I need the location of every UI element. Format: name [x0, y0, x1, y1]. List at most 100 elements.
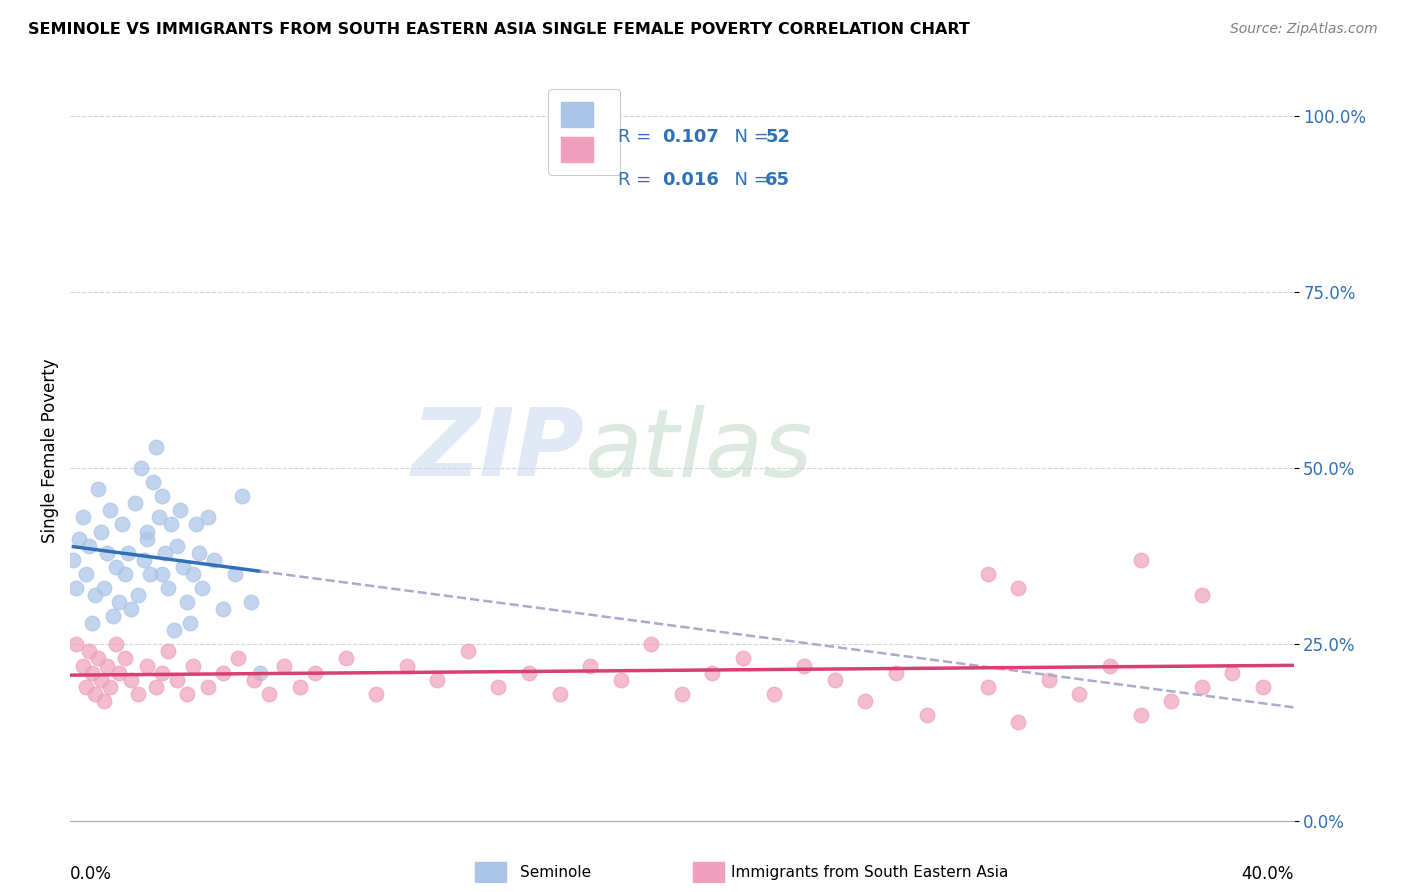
Y-axis label: Single Female Poverty: Single Female Poverty — [41, 359, 59, 542]
Point — [80, 665, 103, 680]
Point — [191, 581, 214, 595]
Text: 0.016: 0.016 — [662, 171, 720, 189]
Point — [150, 566, 173, 581]
Point — [135, 658, 157, 673]
Point — [129, 461, 152, 475]
Point — [121, 602, 143, 616]
Point — [197, 510, 219, 524]
Legend: , : , — [548, 89, 620, 175]
Point — [579, 658, 602, 673]
Point — [153, 546, 176, 560]
Point — [243, 673, 266, 687]
Text: 65: 65 — [765, 171, 790, 189]
Point — [249, 665, 271, 680]
Point — [111, 517, 134, 532]
Text: ZIP: ZIP — [411, 404, 583, 497]
Point — [1129, 553, 1152, 567]
Text: 40.0%: 40.0% — [1241, 865, 1294, 883]
Point — [93, 581, 115, 595]
Point — [640, 637, 662, 651]
Point — [75, 566, 97, 581]
Text: 52: 52 — [765, 128, 790, 146]
Point — [157, 644, 180, 658]
Point — [62, 553, 84, 567]
Point — [83, 588, 105, 602]
Point — [1099, 658, 1122, 673]
Point — [224, 566, 246, 581]
Point — [160, 517, 183, 532]
Point — [181, 566, 204, 581]
Point — [108, 665, 131, 680]
Point — [117, 546, 139, 560]
Text: atlas: atlas — [583, 405, 813, 496]
Point — [108, 595, 131, 609]
Point — [793, 658, 815, 673]
Text: R =: R = — [617, 128, 657, 146]
Point — [65, 581, 87, 595]
Point — [395, 658, 418, 673]
Point — [366, 687, 388, 701]
Point — [163, 624, 186, 638]
Bar — [693, 862, 724, 882]
Point — [69, 532, 91, 546]
Point — [90, 673, 112, 687]
Point — [150, 665, 173, 680]
Point — [1129, 707, 1152, 722]
Text: Seminole: Seminole — [520, 865, 592, 880]
Point — [96, 658, 118, 673]
Point — [176, 687, 198, 701]
Point — [93, 694, 115, 708]
Point — [148, 510, 170, 524]
Point — [121, 673, 143, 687]
Point — [1220, 665, 1243, 680]
Point — [150, 489, 173, 503]
Point — [179, 616, 201, 631]
Point — [548, 687, 571, 701]
Point — [231, 489, 253, 503]
Point — [124, 496, 146, 510]
Point — [132, 553, 155, 567]
Point — [855, 694, 877, 708]
Point — [75, 680, 97, 694]
Point — [114, 566, 136, 581]
Point — [169, 503, 191, 517]
Point — [212, 665, 235, 680]
Point — [976, 566, 998, 581]
Point — [1007, 714, 1029, 729]
Point — [172, 559, 194, 574]
Point — [105, 637, 128, 651]
Point — [139, 566, 162, 581]
Point — [65, 637, 87, 651]
Point — [202, 553, 225, 567]
Point — [187, 546, 209, 560]
Point — [77, 539, 100, 553]
Point — [976, 680, 998, 694]
Point — [105, 559, 128, 574]
Point — [87, 651, 110, 665]
Text: 0.107: 0.107 — [662, 128, 720, 146]
Point — [90, 524, 112, 539]
Point — [1191, 588, 1213, 602]
Point — [135, 524, 157, 539]
Point — [824, 673, 846, 687]
Text: R =: R = — [617, 171, 657, 189]
Point — [212, 602, 235, 616]
Point — [273, 658, 295, 673]
Point — [884, 665, 907, 680]
Point — [98, 680, 121, 694]
Text: Immigrants from South Eastern Asia: Immigrants from South Eastern Asia — [731, 865, 1008, 880]
Point — [1038, 673, 1060, 687]
Point — [176, 595, 198, 609]
Point — [101, 609, 124, 624]
Point — [96, 546, 118, 560]
Point — [1069, 687, 1091, 701]
Point — [184, 517, 207, 532]
Point — [517, 665, 540, 680]
Point — [733, 651, 755, 665]
Text: SEMINOLE VS IMMIGRANTS FROM SOUTH EASTERN ASIA SINGLE FEMALE POVERTY CORRELATION: SEMINOLE VS IMMIGRANTS FROM SOUTH EASTER… — [28, 22, 970, 37]
Point — [335, 651, 357, 665]
Point — [915, 707, 938, 722]
Point — [239, 595, 262, 609]
Point — [145, 440, 167, 454]
Point — [83, 687, 105, 701]
